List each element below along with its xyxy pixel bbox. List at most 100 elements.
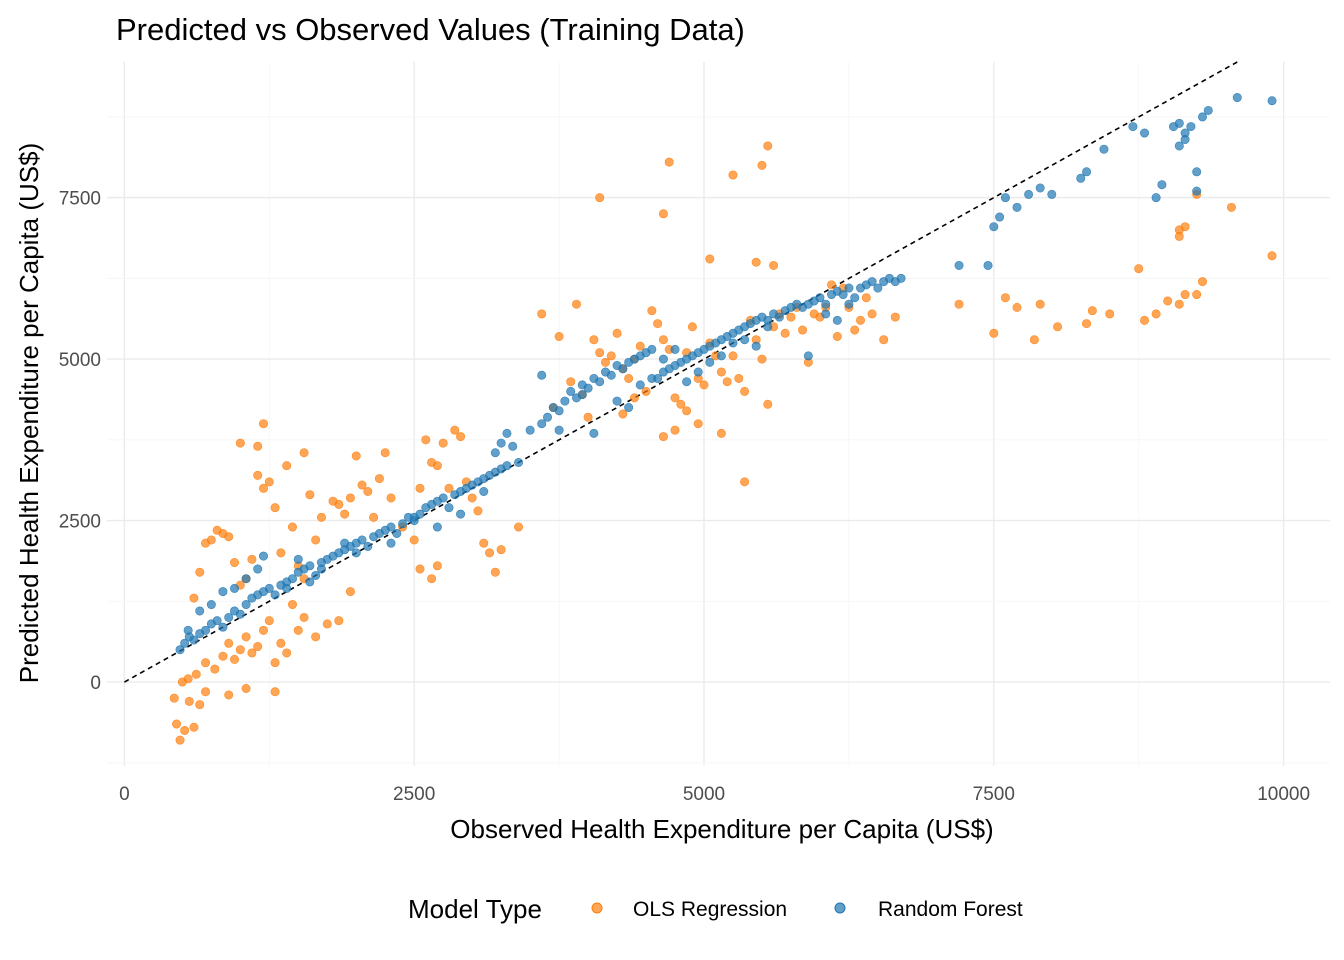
- data-point: [699, 380, 709, 390]
- data-point: [554, 406, 564, 416]
- data-point: [456, 432, 466, 442]
- data-point: [606, 370, 616, 380]
- data-point: [641, 386, 651, 396]
- data-point: [1000, 193, 1010, 203]
- data-point: [496, 438, 506, 448]
- series-rf: [175, 93, 1277, 655]
- data-point: [815, 293, 825, 303]
- data-point: [734, 373, 744, 383]
- data-point: [1180, 290, 1190, 300]
- data-point: [763, 399, 773, 409]
- data-point: [595, 348, 605, 358]
- data-point: [180, 725, 190, 735]
- data-point: [856, 315, 866, 325]
- data-point: [427, 574, 437, 584]
- data-point: [496, 545, 506, 555]
- data-point: [589, 428, 599, 438]
- data-point: [1035, 183, 1045, 193]
- data-point: [1012, 202, 1022, 212]
- data-point: [293, 554, 303, 564]
- data-point: [635, 341, 645, 351]
- data-point: [861, 293, 871, 303]
- data-point: [241, 683, 251, 693]
- data-point: [380, 448, 390, 458]
- data-point: [670, 393, 680, 403]
- data-point: [282, 648, 292, 658]
- data-point: [635, 380, 645, 390]
- data-point: [577, 390, 587, 400]
- data-point: [175, 735, 185, 745]
- data-point: [169, 693, 179, 703]
- data-point: [1203, 105, 1213, 115]
- data-point: [850, 293, 860, 303]
- data-point: [340, 509, 350, 519]
- data-point: [566, 377, 576, 387]
- data-point: [728, 338, 738, 348]
- data-point: [867, 277, 877, 287]
- data-point: [1267, 96, 1277, 106]
- data-point: [195, 606, 205, 616]
- data-point: [989, 328, 999, 338]
- data-point: [896, 273, 906, 283]
- data-point: [1000, 293, 1010, 303]
- data-point: [276, 548, 286, 558]
- data-point: [311, 632, 321, 642]
- data-point: [716, 367, 726, 377]
- data-points: [169, 93, 1277, 745]
- data-point: [305, 490, 315, 500]
- grid: [107, 62, 1330, 766]
- data-point: [210, 664, 220, 674]
- data-point: [1053, 322, 1063, 332]
- data-point: [1128, 122, 1138, 132]
- data-point: [989, 222, 999, 232]
- data-point: [479, 487, 489, 497]
- data-point: [235, 438, 245, 448]
- data-point: [467, 493, 477, 503]
- data-point: [670, 344, 680, 354]
- data-point: [803, 351, 813, 361]
- data-point: [398, 519, 408, 529]
- data-point: [415, 483, 425, 493]
- data-point: [241, 632, 251, 642]
- reference-line: [123, 61, 1238, 683]
- data-point: [658, 209, 668, 219]
- data-point: [258, 625, 268, 635]
- data-point: [369, 512, 379, 522]
- data-point: [282, 461, 292, 471]
- data-point: [664, 157, 674, 167]
- data-point: [189, 635, 199, 645]
- data-point: [184, 696, 194, 706]
- data-point: [502, 461, 512, 471]
- data-point: [571, 299, 581, 309]
- data-point: [230, 583, 240, 593]
- data-point: [247, 648, 257, 658]
- data-point: [798, 325, 808, 335]
- x-axis-ticks: 0 2500 5000 7500 10000: [119, 784, 1310, 805]
- data-point: [1192, 167, 1202, 177]
- data-point: [954, 299, 964, 309]
- data-point: [1180, 222, 1190, 232]
- data-point: [1192, 290, 1202, 300]
- data-point: [345, 493, 355, 503]
- x-tick-label: 5000: [683, 784, 725, 805]
- data-point: [1151, 193, 1161, 203]
- data-point: [363, 487, 373, 497]
- data-point: [514, 457, 524, 467]
- data-point: [722, 377, 732, 387]
- data-point: [264, 477, 274, 487]
- data-point: [751, 341, 761, 351]
- data-point: [508, 441, 518, 451]
- data-point: [844, 299, 854, 309]
- data-point: [195, 567, 205, 577]
- data-point: [316, 512, 326, 522]
- data-point: [583, 412, 593, 422]
- data-point: [230, 654, 240, 664]
- data-point: [357, 480, 367, 490]
- data-point: [1105, 309, 1115, 319]
- data-point: [311, 570, 321, 580]
- data-point: [264, 616, 274, 626]
- y-tick-label: 0: [90, 673, 101, 694]
- data-point: [357, 535, 367, 545]
- data-point: [241, 600, 251, 610]
- data-point: [502, 428, 512, 438]
